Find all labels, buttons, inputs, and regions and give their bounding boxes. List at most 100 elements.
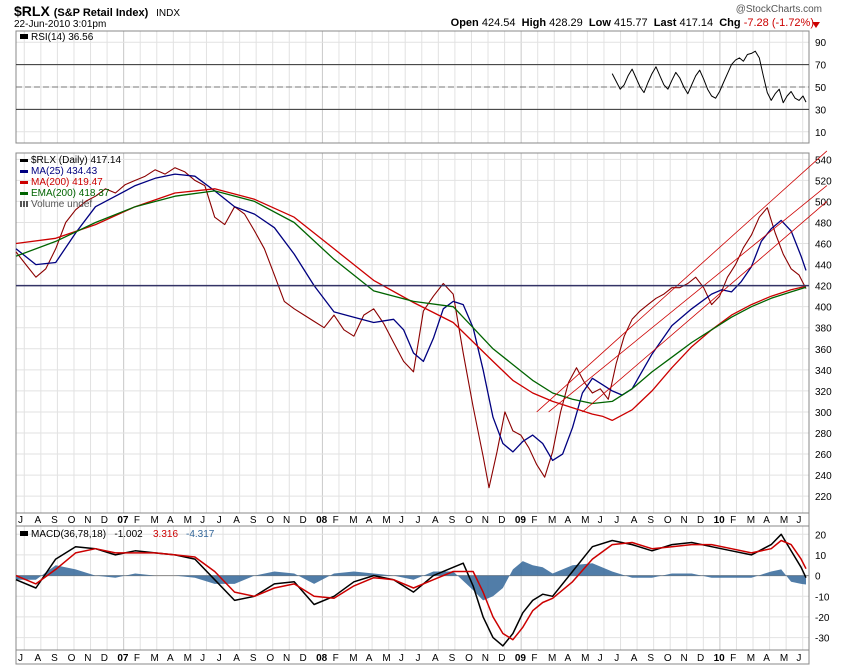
- price-tick-label: 220: [815, 492, 832, 503]
- rsi-tick-label: 70: [815, 61, 827, 72]
- price-tick-label: 420: [815, 282, 832, 293]
- price-month-label: S: [51, 515, 58, 526]
- macd-tick-label: 0: [815, 572, 821, 583]
- price-tick-label: 500: [815, 197, 832, 208]
- macd-month-label: M: [548, 653, 556, 664]
- macd-month-label: A: [631, 653, 638, 664]
- macd-month-label: D: [498, 653, 505, 664]
- price-month-label: A: [233, 515, 240, 526]
- open-label: Open: [450, 17, 479, 29]
- macd-month-label: M: [349, 653, 357, 664]
- macd-tick-label: -20: [815, 613, 830, 624]
- high-value: 428.29: [549, 17, 583, 29]
- price-month-label: J: [415, 515, 420, 526]
- price-month-label: O: [664, 515, 672, 526]
- macd-legend-text: -1.002: [114, 529, 143, 540]
- price-legend-marker: [20, 201, 22, 207]
- last-value: 417.14: [679, 17, 714, 29]
- price-month-label: D: [697, 515, 704, 526]
- price-tick-label: 380: [815, 324, 832, 335]
- price-month-label: M: [581, 515, 589, 526]
- macd-month-label: A: [565, 653, 572, 664]
- price-month-label: M: [747, 515, 755, 526]
- source-credit: @StockCharts.com: [735, 4, 822, 15]
- price-month-label: A: [432, 515, 439, 526]
- macd-month-label: S: [647, 653, 654, 664]
- price-series-line: [548, 185, 828, 413]
- macd-month-label: J: [200, 653, 205, 664]
- price-month-label: S: [449, 515, 456, 526]
- macd-month-label: M: [150, 653, 158, 664]
- price-month-label: J: [614, 515, 619, 526]
- price-month-label: J: [399, 515, 404, 526]
- price-month-label: N: [283, 515, 290, 526]
- price-month-label: J: [796, 515, 801, 526]
- price-month-label: J: [200, 515, 205, 526]
- rsi-tick-label: 30: [815, 105, 827, 116]
- chg-value: -7.28 (-1.72%): [743, 17, 814, 29]
- price-month-label: S: [647, 515, 654, 526]
- macd-month-label: M: [581, 653, 589, 664]
- macd-tick-label: 20: [815, 530, 827, 541]
- price-legend-text: MA(200) 419.47: [31, 177, 103, 188]
- macd-month-label: F: [134, 653, 140, 664]
- price-month-label: M: [548, 515, 556, 526]
- rsi-tick-label: 10: [815, 128, 827, 139]
- price-month-label: O: [266, 515, 274, 526]
- macd-month-label: D: [101, 653, 108, 664]
- macd-month-label: O: [266, 653, 274, 664]
- macd-month-label: J: [399, 653, 404, 664]
- price-legend-marker: [20, 192, 28, 195]
- price-month-label: S: [250, 515, 257, 526]
- macd-month-label: J: [18, 653, 23, 664]
- price-month-label: D: [101, 515, 108, 526]
- macd-month-label: S: [250, 653, 257, 664]
- macd-legend-text: -4.317: [186, 529, 215, 540]
- price-tick-label: 340: [815, 366, 832, 377]
- chart-symbol-title: $RLX (S&P Retail Index) INDX: [14, 3, 180, 19]
- rsi-legend-text: RSI(14) 36.56: [31, 32, 94, 43]
- macd-series-line: [15, 533, 807, 647]
- price-series-line: [15, 190, 807, 405]
- macd-month-label: N: [482, 653, 489, 664]
- price-month-label: D: [498, 515, 505, 526]
- macd-month-label: 08: [316, 653, 328, 664]
- price-month-label: F: [333, 515, 339, 526]
- macd-month-label: F: [333, 653, 339, 664]
- macd-month-label: J: [217, 653, 222, 664]
- price-tick-label: 400: [815, 303, 832, 314]
- price-month-label: A: [565, 515, 572, 526]
- macd-month-label: 10: [714, 653, 726, 664]
- price-month-label: O: [465, 515, 473, 526]
- price-series-line: [536, 150, 828, 413]
- price-month-label: O: [68, 515, 76, 526]
- price-tick-label: 480: [815, 218, 832, 229]
- price-month-label: M: [349, 515, 357, 526]
- macd-month-label: N: [84, 653, 91, 664]
- macd-month-label: S: [449, 653, 456, 664]
- price-month-label: M: [184, 515, 192, 526]
- price-legend-marker: [20, 170, 28, 173]
- macd-month-label: A: [35, 653, 42, 664]
- macd-month-label: F: [730, 653, 736, 664]
- price-series-line: [15, 173, 807, 462]
- macd-month-label: M: [184, 653, 192, 664]
- price-month-label: 10: [714, 515, 726, 526]
- macd-month-label: N: [680, 653, 687, 664]
- macd-legend-text: MACD(36,78,18): [31, 529, 106, 540]
- price-month-label: 09: [515, 515, 527, 526]
- price-month-label: N: [680, 515, 687, 526]
- macd-month-label: D: [300, 653, 307, 664]
- price-month-label: A: [35, 515, 42, 526]
- price-month-label: J: [18, 515, 23, 526]
- macd-month-label: D: [697, 653, 704, 664]
- price-tick-label: 460: [815, 240, 832, 251]
- price-tick-label: 360: [815, 345, 832, 356]
- price-series-line: [15, 188, 807, 422]
- macd-month-label: O: [465, 653, 473, 664]
- index-name: (S&P Retail Index): [53, 7, 149, 19]
- rsi-legend-marker: [20, 34, 28, 39]
- price-tick-label: 280: [815, 429, 832, 440]
- price-month-label: A: [763, 515, 770, 526]
